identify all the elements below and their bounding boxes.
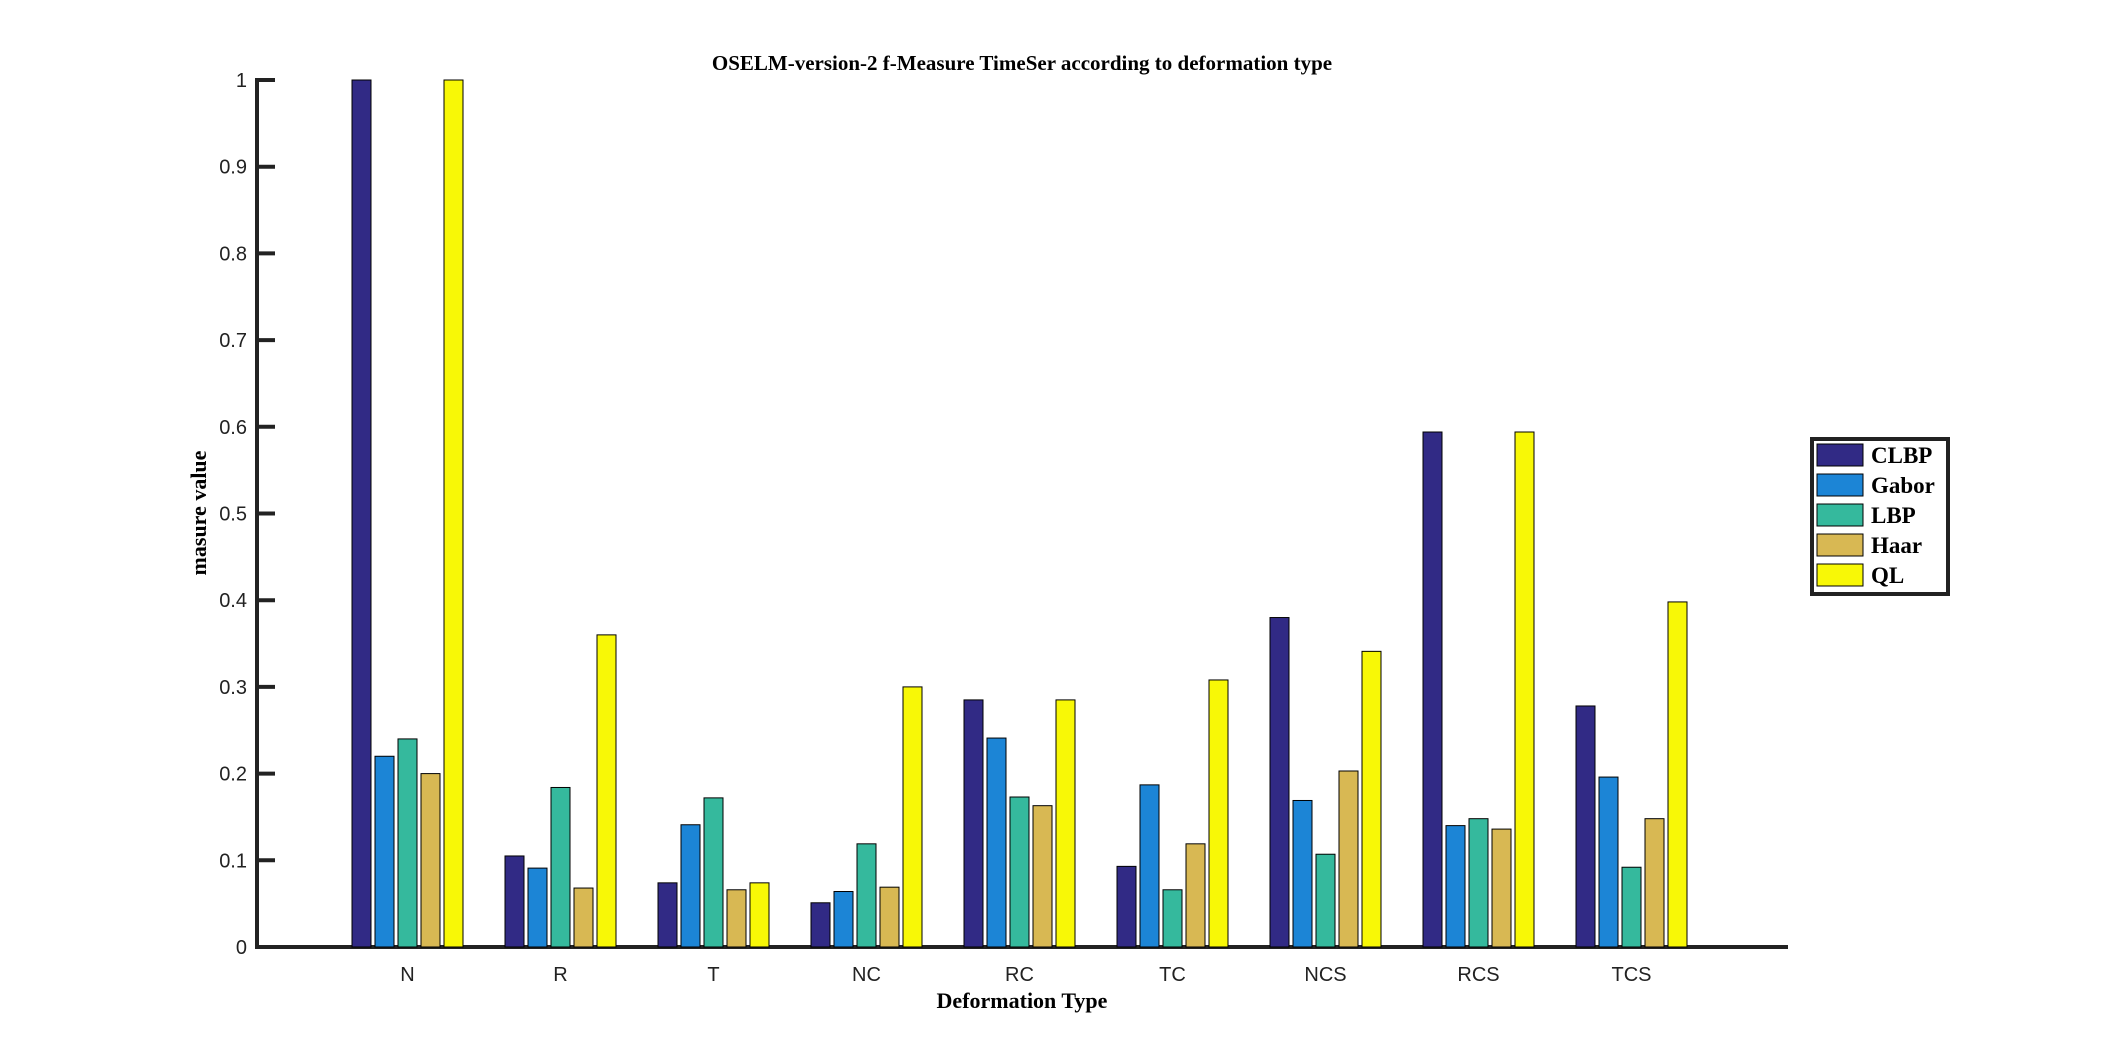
y-tick-label: 0.2 (219, 764, 247, 786)
x-axis-label: Deformation Type (937, 988, 1108, 1013)
bar-lbp-rcs (1468, 818, 1489, 948)
bar-gabor-tcs (1598, 776, 1619, 948)
bar-clbp-t (657, 882, 678, 948)
bar-haar-rc (1032, 805, 1053, 948)
x-tick-label: NCS (1304, 964, 1346, 986)
legend-label-lbp: LBP (1871, 503, 1916, 528)
bar-clbp-rcs (1422, 431, 1443, 948)
legend-swatch-lbp (1816, 503, 1864, 527)
bar-gabor-rc (986, 737, 1007, 948)
x-tick-label: RC (1005, 964, 1034, 986)
y-tick-label: 0.7 (219, 330, 247, 352)
x-tick-labels: N R T NC RC TC NCS RCS TCS (400, 964, 1651, 986)
bar-gabor-ncs (1292, 799, 1313, 948)
y-tick-label: 0.9 (219, 157, 247, 179)
bar-ql-nc (902, 686, 923, 948)
bar-gabor-n (374, 755, 395, 948)
legend: CLBP Gabor LBP Haar QL (1810, 437, 1950, 596)
y-tick-label: 1 (236, 70, 247, 92)
y-tick-label: 0.6 (219, 417, 247, 439)
bar-haar-rcs (1491, 828, 1512, 948)
bar-haar-ncs (1338, 770, 1359, 948)
bars (351, 79, 1688, 948)
x-tick-label: R (553, 964, 567, 986)
bar-ql-n (443, 79, 464, 948)
bar-clbp-ncs (1269, 617, 1290, 948)
y-tick-label: 0 (236, 937, 247, 959)
bar-haar-n (420, 773, 441, 948)
bar-lbp-tcs (1621, 866, 1642, 948)
legend-label-ql: QL (1871, 563, 1904, 588)
bar-gabor-nc (833, 891, 854, 948)
bar-haar-t (726, 889, 747, 948)
bar-lbp-n (397, 738, 418, 948)
y-tick-label: 0.4 (219, 590, 247, 612)
x-tick-label: NC (852, 964, 881, 986)
x-tick-label: T (707, 964, 719, 986)
y-tick-label: 0.5 (219, 504, 247, 526)
bar-clbp-nc (810, 902, 831, 948)
legend-swatch-gabor (1816, 473, 1864, 497)
bar-clbp-tcs (1575, 705, 1596, 948)
bar-haar-tc (1185, 843, 1206, 948)
x-tick-label: TC (1159, 964, 1186, 986)
bar-lbp-nc (856, 843, 877, 948)
x-tick-label: N (400, 964, 414, 986)
bar-clbp-r (504, 855, 525, 948)
bar-ql-r (596, 634, 617, 948)
bar-lbp-rc (1009, 796, 1030, 948)
bar-ql-tc (1208, 679, 1229, 948)
bar-haar-nc (879, 886, 900, 948)
bar-clbp-tc (1116, 865, 1137, 948)
bar-ql-rc (1055, 699, 1076, 948)
bar-lbp-ncs (1315, 853, 1336, 948)
y-tick-label: 0.3 (219, 677, 247, 699)
legend-swatch-ql (1816, 563, 1864, 587)
x-tick-label: RCS (1457, 964, 1499, 986)
bar-lbp-t (703, 797, 724, 948)
x-tick-label: TCS (1612, 964, 1652, 986)
y-axis-label: masure value (186, 450, 211, 575)
bar-lbp-r (550, 786, 571, 948)
bar-haar-r (573, 887, 594, 948)
bar-lbp-tc (1162, 889, 1183, 948)
bar-ql-t (749, 882, 770, 948)
legend-swatch-haar (1816, 533, 1864, 557)
bar-ql-rcs (1514, 431, 1535, 948)
bar-haar-tcs (1644, 818, 1665, 948)
bar-gabor-tc (1139, 784, 1160, 948)
bar-gabor-rcs (1445, 825, 1466, 948)
bar-clbp-rc (963, 699, 984, 948)
chart-title: OSELM-version-2 f-Measure TimeSer accord… (712, 51, 1332, 75)
bar-gabor-t (680, 824, 701, 948)
y-tick-labels: 0 0.1 0.2 0.3 0.4 0.5 0.6 0.7 0.8 0.9 1 (219, 70, 247, 959)
bar-ql-ncs (1361, 650, 1382, 948)
legend-label-clbp: CLBP (1871, 443, 1932, 468)
y-tick-label: 0.8 (219, 243, 247, 265)
bar-ql-tcs (1667, 601, 1688, 948)
legend-label-haar: Haar (1871, 533, 1922, 558)
legend-label-gabor: Gabor (1871, 473, 1935, 498)
bar-clbp-n (351, 79, 372, 948)
bar-gabor-r (527, 867, 548, 948)
y-tick-label: 0.1 (219, 850, 247, 872)
legend-swatch-clbp (1816, 443, 1864, 467)
